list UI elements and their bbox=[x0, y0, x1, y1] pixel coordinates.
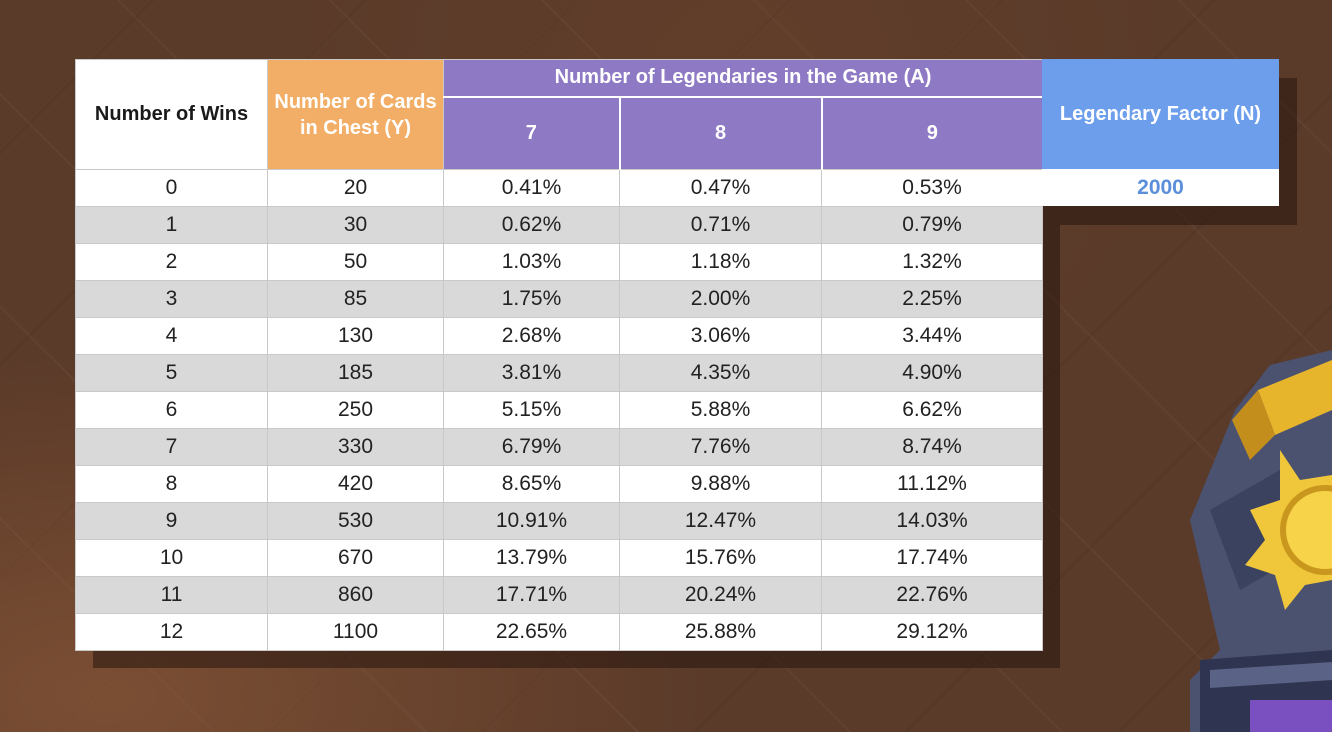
header-legendaries-9: 9 bbox=[820, 96, 1044, 170]
cell-a9: 8.74% bbox=[820, 428, 1044, 466]
cell-a7: 5.15% bbox=[443, 391, 620, 429]
cell-wins: 1 bbox=[75, 206, 268, 244]
cell-a9: 22.76% bbox=[820, 576, 1044, 614]
cell-a8: 25.88% bbox=[619, 613, 822, 651]
cell-wins: 5 bbox=[75, 354, 268, 392]
cell-a7: 0.41% bbox=[443, 169, 620, 207]
cell-cards: 860 bbox=[267, 576, 444, 614]
cell-a7: 0.62% bbox=[443, 206, 620, 244]
cell-a7: 8.65% bbox=[443, 465, 620, 503]
cell-cards: 30 bbox=[267, 206, 444, 244]
cell-a9: 0.79% bbox=[820, 206, 1044, 244]
cell-a9: 1.32% bbox=[820, 243, 1044, 281]
cell-cards: 130 bbox=[267, 317, 444, 355]
cell-wins: 12 bbox=[75, 613, 268, 651]
table-row: 2 50 1.03% 1.18% 1.32% bbox=[75, 243, 1044, 281]
cell-cards: 85 bbox=[267, 280, 444, 318]
cell-wins: 4 bbox=[75, 317, 268, 355]
legendary-factor-box: Legendary Factor (N) 2000 bbox=[1042, 59, 1279, 206]
cell-a8: 4.35% bbox=[619, 354, 822, 392]
table-row: 12 1100 22.65% 25.88% 29.12% bbox=[75, 613, 1044, 651]
cell-cards: 530 bbox=[267, 502, 444, 540]
table-row: 11 860 17.71% 20.24% 22.76% bbox=[75, 576, 1044, 614]
cell-wins: 3 bbox=[75, 280, 268, 318]
cell-cards: 250 bbox=[267, 391, 444, 429]
table-row: 5 185 3.81% 4.35% 4.90% bbox=[75, 354, 1044, 392]
cell-wins: 8 bbox=[75, 465, 268, 503]
cell-a7: 22.65% bbox=[443, 613, 620, 651]
header-legendaries: Number of Legendaries in the Game (A) bbox=[442, 59, 1044, 98]
cell-wins: 0 bbox=[75, 169, 268, 207]
cell-wins: 9 bbox=[75, 502, 268, 540]
cell-a8: 15.76% bbox=[619, 539, 822, 577]
cell-wins: 7 bbox=[75, 428, 268, 466]
cell-a8: 5.88% bbox=[619, 391, 822, 429]
cell-a9: 17.74% bbox=[820, 539, 1044, 577]
cell-a9: 4.90% bbox=[820, 354, 1044, 392]
cell-a8: 7.76% bbox=[619, 428, 822, 466]
cell-a8: 3.06% bbox=[619, 317, 822, 355]
table-row: 10 670 13.79% 15.76% 17.74% bbox=[75, 539, 1044, 577]
table-row: 4 130 2.68% 3.06% 3.44% bbox=[75, 317, 1044, 355]
cell-a7: 2.68% bbox=[443, 317, 620, 355]
cell-wins: 6 bbox=[75, 391, 268, 429]
cell-a7: 10.91% bbox=[443, 502, 620, 540]
table-row: 8 420 8.65% 9.88% 11.12% bbox=[75, 465, 1044, 503]
table-row: 0 20 0.41% 0.47% 0.53% bbox=[75, 169, 1044, 207]
cell-a7: 1.03% bbox=[443, 243, 620, 281]
legendary-factor-value: 2000 bbox=[1042, 169, 1279, 206]
cell-a9: 0.53% bbox=[820, 169, 1044, 207]
header-legendaries-8: 8 bbox=[618, 96, 822, 170]
table-row: 6 250 5.15% 5.88% 6.62% bbox=[75, 391, 1044, 429]
cell-a7: 6.79% bbox=[443, 428, 620, 466]
legendary-chest-icon bbox=[1190, 350, 1332, 732]
cell-cards: 185 bbox=[267, 354, 444, 392]
cell-cards: 20 bbox=[267, 169, 444, 207]
cell-a8: 0.71% bbox=[619, 206, 822, 244]
cell-a8: 20.24% bbox=[619, 576, 822, 614]
header-cards: Number of Cards in Chest (Y) bbox=[267, 59, 444, 170]
cell-a7: 3.81% bbox=[443, 354, 620, 392]
cell-a9: 6.62% bbox=[820, 391, 1044, 429]
cell-a9: 2.25% bbox=[820, 280, 1044, 318]
cell-cards: 50 bbox=[267, 243, 444, 281]
cell-a8: 1.18% bbox=[619, 243, 822, 281]
cell-a9: 29.12% bbox=[820, 613, 1044, 651]
table-row: 7 330 6.79% 7.76% 8.74% bbox=[75, 428, 1044, 466]
table-row: 3 85 1.75% 2.00% 2.25% bbox=[75, 280, 1044, 318]
table-body: 0 20 0.41% 0.47% 0.53% 1 30 0.62% 0.71% 0.79% 2 50 1… bbox=[75, 169, 1044, 651]
cell-a7: 13.79% bbox=[443, 539, 620, 577]
cell-cards: 1100 bbox=[267, 613, 444, 651]
cell-a9: 3.44% bbox=[820, 317, 1044, 355]
table-row: 9 530 10.91% 12.47% 14.03% bbox=[75, 502, 1044, 540]
cell-a8: 9.88% bbox=[619, 465, 822, 503]
cell-cards: 670 bbox=[267, 539, 444, 577]
cell-wins: 2 bbox=[75, 243, 268, 281]
cell-a8: 0.47% bbox=[619, 169, 822, 207]
cell-wins: 11 bbox=[75, 576, 268, 614]
cell-cards: 330 bbox=[267, 428, 444, 466]
header-legendary-factor: Legendary Factor (N) bbox=[1042, 59, 1279, 169]
cell-a9: 11.12% bbox=[820, 465, 1044, 503]
cell-wins: 10 bbox=[75, 539, 268, 577]
cell-a7: 1.75% bbox=[443, 280, 620, 318]
cell-a7: 17.71% bbox=[443, 576, 620, 614]
cell-a8: 2.00% bbox=[619, 280, 822, 318]
table-row: 1 30 0.62% 0.71% 0.79% bbox=[75, 206, 1044, 244]
cell-a9: 14.03% bbox=[820, 502, 1044, 540]
legendary-odds-table: Number of Wins Number of Cards in Chest … bbox=[75, 59, 1044, 651]
header-wins: Number of Wins bbox=[75, 59, 268, 170]
cell-a8: 12.47% bbox=[619, 502, 822, 540]
header-legendaries-7: 7 bbox=[443, 96, 620, 170]
cell-cards: 420 bbox=[267, 465, 444, 503]
